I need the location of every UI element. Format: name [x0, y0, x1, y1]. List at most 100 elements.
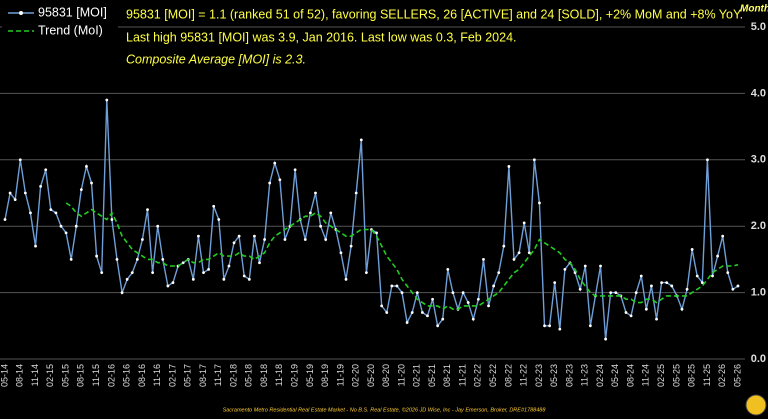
x-tick-label: 08-14 [15, 364, 25, 387]
data-point [237, 234, 241, 238]
data-point [283, 238, 287, 241]
y-axis-title: Months [740, 4, 768, 15]
data-point [690, 248, 694, 251]
data-point [446, 267, 450, 271]
annotation: Last high 95831 [MOI] was 3.9, Jan 2016.… [126, 30, 517, 44]
y-tick-label: 0.0 [751, 353, 766, 365]
y-tick-label: 2.0 [751, 220, 766, 232]
data-point [34, 244, 37, 248]
data-point [303, 238, 307, 241]
data-point [578, 287, 582, 291]
data-point [161, 258, 165, 261]
data-point [59, 224, 63, 228]
data-point [49, 208, 53, 212]
legend-box [2, 2, 118, 42]
data-point [502, 244, 506, 248]
x-tick-label: 11-18 [274, 364, 284, 386]
x-tick-label: 11-20 [396, 364, 406, 386]
data-point [375, 231, 378, 235]
data-point [548, 324, 552, 328]
data-point [202, 271, 205, 275]
data-point [324, 238, 328, 241]
data-point [680, 307, 684, 311]
data-point [359, 138, 363, 142]
data-point [293, 168, 297, 172]
footer: Sacramento Metro Residential Real Estate… [223, 406, 547, 413]
data-point [660, 281, 664, 285]
data-point [263, 238, 266, 241]
data-point [395, 284, 399, 288]
data-point [207, 267, 211, 271]
x-tick-label: 11-19 [335, 364, 345, 386]
data-point [400, 291, 404, 294]
legend-marker [19, 11, 23, 15]
data-point [23, 191, 27, 195]
data-point [54, 211, 58, 215]
x-tick-label: 05-21 [427, 364, 437, 387]
data-point [695, 274, 699, 278]
legend-label: 95831 [MOI] [38, 5, 107, 19]
data-point [583, 264, 587, 268]
data-point [543, 324, 546, 328]
y-tick-label: 1.0 [751, 287, 766, 299]
data-point [553, 281, 557, 285]
data-point [74, 224, 78, 228]
data-point [39, 184, 43, 188]
data-point [247, 277, 251, 281]
x-tick-label: 05-16 [122, 364, 132, 387]
data-point [319, 224, 322, 228]
data-point [461, 291, 465, 294]
data-point [527, 251, 531, 255]
data-point [44, 168, 48, 172]
data-point [69, 258, 73, 261]
data-point [614, 291, 618, 294]
y-tick-label: 3.0 [751, 154, 766, 166]
data-point [258, 261, 261, 265]
x-tick-label: 02-22 [473, 364, 483, 387]
x-tick-label: 08-17 [198, 364, 208, 387]
x-tick-label: 11-16 [152, 364, 162, 386]
data-point [8, 191, 12, 195]
data-point [609, 291, 613, 294]
data-point [492, 284, 496, 288]
x-tick-label: 05-25 [671, 364, 681, 387]
data-point [507, 165, 511, 168]
data-point [197, 234, 200, 238]
x-tick-label: 05-17 [183, 364, 193, 387]
data-point [487, 304, 490, 308]
x-tick-label: 08-21 [442, 364, 452, 387]
data-point [222, 277, 226, 281]
data-point [135, 258, 139, 261]
data-point [390, 284, 394, 288]
data-point [166, 284, 170, 288]
data-point [563, 267, 567, 271]
legend-label: Trend (MoI) [38, 23, 103, 37]
data-point [426, 314, 429, 318]
x-tick-label: 05-18 [244, 364, 254, 387]
x-tick-label: 11-14 [30, 364, 40, 386]
data-point [278, 178, 282, 182]
x-tick-label: 02-18 [228, 364, 238, 387]
x-tick-label: 08-23 [564, 364, 574, 387]
annotation: 95831 [MOI] = 1.1 (ranked 51 of 52), fav… [126, 7, 743, 21]
data-point [624, 311, 628, 314]
plot: 0.0 1.0 2.0 3.0 4.0 5.0 05-14 08-14 11-14 02-15 05… [0, 21, 766, 387]
data-point [354, 191, 358, 195]
x-tick-label: 02-24 [595, 364, 605, 387]
data-point [13, 198, 17, 202]
x-tick-label: 05-14 [0, 364, 9, 387]
data-point [512, 258, 516, 261]
data-point [130, 271, 134, 275]
x-tick-label: 02-15 [45, 364, 55, 387]
data-point [110, 218, 114, 221]
x-tick-label: 05-20 [366, 364, 376, 387]
x-tick-label: 08-19 [320, 364, 330, 387]
annotation: Composite Average [MOI] is 2.3. [126, 52, 306, 66]
data-point [151, 271, 155, 275]
data-point [644, 307, 648, 311]
x-tick-label: 08-16 [137, 364, 147, 387]
data-point [314, 191, 317, 195]
data-point [420, 311, 424, 314]
data-point [242, 274, 246, 278]
